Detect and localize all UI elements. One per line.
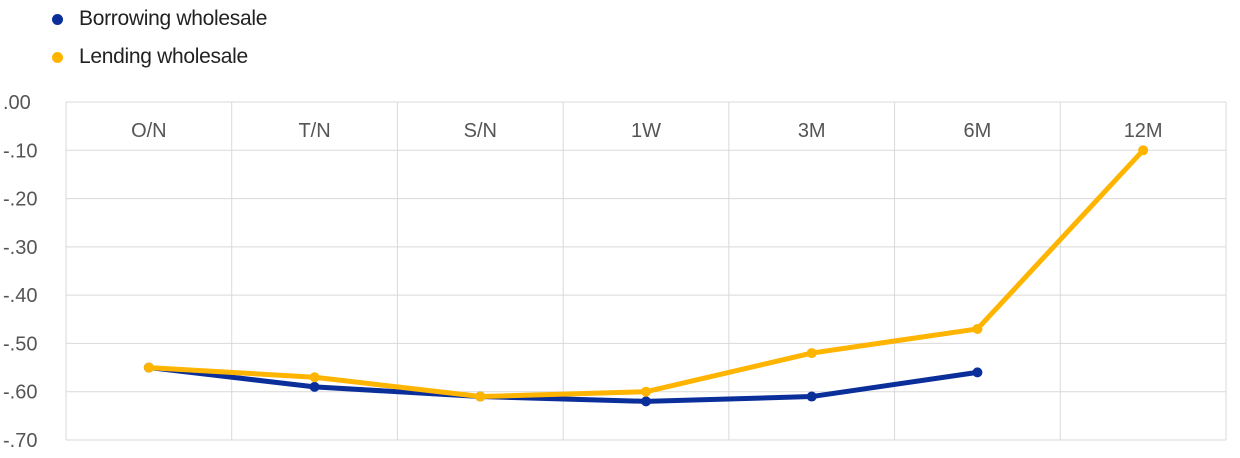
legend: Borrowing wholesale Lending wholesale: [52, 0, 267, 76]
y-tick-label-6: -.60: [3, 382, 37, 404]
x-tick-label-0: O/N: [131, 120, 167, 142]
series-1-point-2: [475, 391, 486, 402]
x-tick-label-6: 12M: [1124, 120, 1163, 142]
legend-item-borrowing: Borrowing wholesale: [52, 0, 267, 38]
series-0-point-3: [641, 396, 651, 407]
x-tick-label-1: T/N: [298, 120, 330, 142]
legend-item-lending: Lending wholesale: [52, 38, 267, 76]
series-0-point-5: [972, 367, 983, 378]
series-0-point-1: [309, 381, 320, 392]
legend-label-lending: Lending wholesale: [79, 45, 248, 68]
legend-marker-borrowing: [52, 13, 63, 25]
series-1-point-1: [309, 372, 320, 383]
y-tick-label-2: -.20: [3, 189, 37, 211]
series-1-point-0: [143, 362, 154, 373]
y-tick-label-3: -.30: [3, 237, 37, 259]
legend-label-borrowing: Borrowing wholesale: [79, 7, 268, 30]
x-tick-label-3: 1W: [631, 120, 661, 142]
y-tick-label-1: -.10: [3, 140, 37, 162]
series-line-1: [146, 147, 1146, 400]
x-tick-label-4: 3M: [798, 120, 826, 142]
series-1-point-5: [972, 323, 983, 334]
series-1-point-3: [641, 386, 651, 397]
legend-marker-lending: [52, 51, 63, 63]
series-1-point-6: [1138, 145, 1149, 156]
y-tick-label-5: -.50: [3, 333, 37, 355]
y-tick-label-7: -.70: [3, 430, 37, 452]
y-tick-label-4: -.40: [3, 285, 37, 307]
series-0-point-4: [806, 391, 817, 402]
x-tick-label-2: S/N: [464, 120, 497, 142]
x-tick-label-5: 6M: [964, 120, 992, 142]
series-line-0: [146, 365, 980, 404]
y-tick-label-0: .00: [3, 92, 31, 114]
series-1-point-4: [806, 348, 817, 359]
